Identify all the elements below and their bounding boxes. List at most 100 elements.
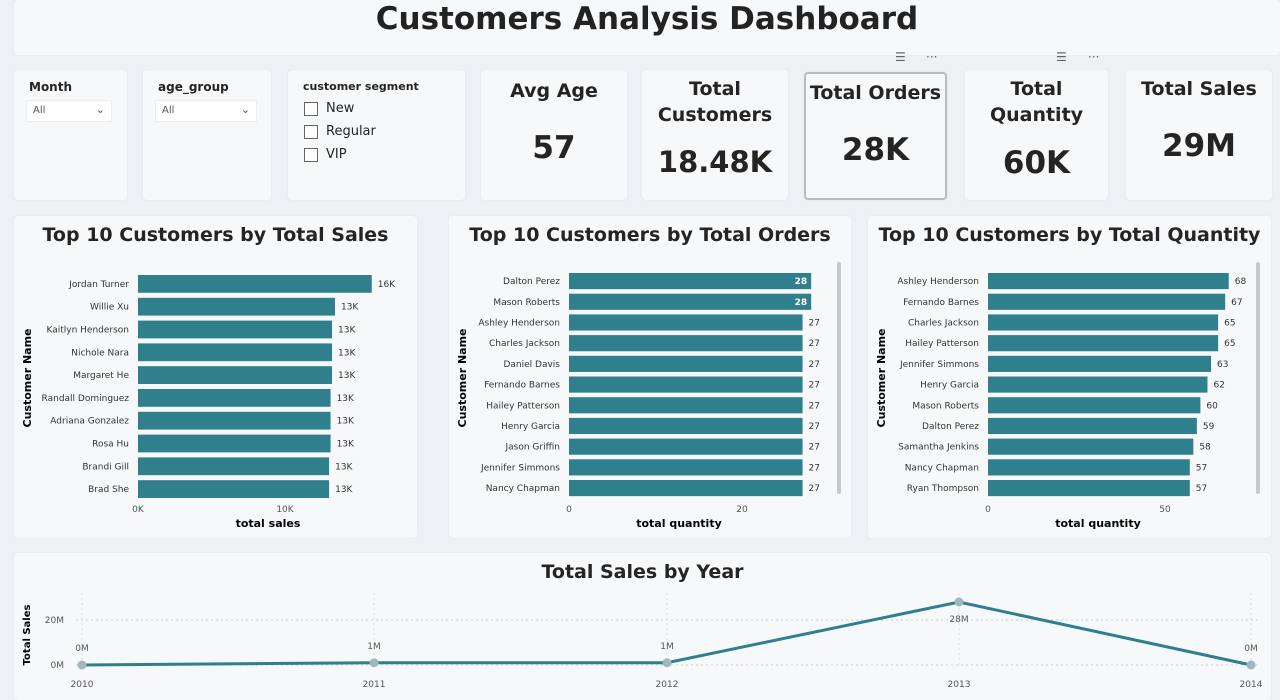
month-value: All bbox=[33, 105, 46, 116]
bar bbox=[138, 343, 333, 362]
data-label: 27 bbox=[809, 463, 820, 473]
category-label: Jordan Turner bbox=[68, 280, 129, 290]
kpi-total-quantity: Total Quantity 60K bbox=[965, 70, 1108, 200]
kpi-total-orders[interactable]: Total Orders 28K bbox=[804, 72, 947, 200]
scrollbar bbox=[837, 262, 841, 494]
category-label: Brad She bbox=[88, 485, 129, 495]
category-label: Kaitlyn Henderson bbox=[46, 325, 129, 335]
data-label: 13K bbox=[338, 371, 356, 381]
kpi-label: Total Quantity bbox=[989, 78, 1084, 126]
data-label: 27 bbox=[809, 381, 820, 391]
checkbox[interactable] bbox=[304, 147, 318, 162]
x-tick-label: 0K bbox=[132, 505, 145, 515]
kpi-avg-age: Avg Age 57 bbox=[481, 70, 627, 200]
bar bbox=[138, 366, 333, 384]
data-label: 60 bbox=[1206, 401, 1218, 411]
category-label: Adriana Gonzalez bbox=[50, 417, 129, 427]
segment-option-regular[interactable]: Regular bbox=[304, 124, 465, 139]
data-label: 68 bbox=[1235, 277, 1247, 287]
y-tick-label: 20M bbox=[45, 616, 64, 626]
data-label: 28M bbox=[949, 615, 968, 625]
data-label: 13K bbox=[335, 462, 353, 472]
x-tick-label: 2014 bbox=[1240, 680, 1263, 690]
data-label: 28 bbox=[795, 298, 808, 308]
bar bbox=[569, 273, 812, 290]
bar bbox=[138, 457, 330, 476]
x-axis-title: total quantity bbox=[1055, 517, 1141, 530]
kpi-value: 18.48K bbox=[657, 145, 773, 179]
bar bbox=[569, 293, 812, 310]
filter-icon[interactable]: ☰ bbox=[1056, 50, 1067, 64]
age-group-slicer: age_group All ⌄ bbox=[143, 70, 271, 200]
age-group-dropdown[interactable]: All ⌄ bbox=[155, 100, 257, 122]
data-label: 13K bbox=[337, 439, 355, 449]
bar bbox=[569, 335, 803, 352]
data-label: 62 bbox=[1213, 381, 1224, 391]
bar bbox=[569, 314, 803, 331]
x-tick-label: 2010 bbox=[71, 680, 94, 690]
more-options-icon[interactable]: ··· bbox=[926, 50, 938, 64]
data-label: 27 bbox=[809, 401, 820, 411]
x-tick-label: 10K bbox=[276, 505, 294, 515]
category-label: Dalton Perez bbox=[922, 422, 979, 432]
data-label: 27 bbox=[809, 318, 820, 328]
bar-chart: Customer Name Ashley Henderson 68 Fernando … bbox=[875, 262, 1260, 530]
data-label: 27 bbox=[809, 422, 820, 432]
kpi-label: Total Orders bbox=[809, 82, 942, 104]
data-label: 1M bbox=[660, 642, 674, 652]
checkbox[interactable] bbox=[304, 124, 318, 139]
bar bbox=[988, 335, 1219, 352]
chart-title: Top 10 Customers by Total Quantity bbox=[878, 224, 1261, 246]
bar bbox=[988, 397, 1201, 414]
x-axis-title: total quantity bbox=[636, 517, 722, 530]
x-tick-label: 0 bbox=[985, 505, 991, 515]
y-tick-label: 0M bbox=[51, 661, 65, 671]
data-label: 28 bbox=[795, 277, 808, 287]
category-label: Brandi Gill bbox=[82, 462, 129, 472]
category-label: Nichole Nara bbox=[71, 348, 129, 358]
segment-option-new[interactable]: New bbox=[304, 101, 465, 116]
data-label: 13K bbox=[335, 485, 353, 495]
month-slicer-label: Month bbox=[29, 80, 73, 94]
chart-title: Top 10 Customers by Total Sales bbox=[42, 224, 389, 246]
category-label: Fernando Barnes bbox=[903, 298, 979, 308]
data-label: 1M bbox=[367, 642, 381, 652]
y-axis-title: Customer Name bbox=[875, 329, 888, 428]
category-label: Mason Roberts bbox=[493, 298, 560, 308]
data-label: 13K bbox=[338, 348, 356, 358]
bar bbox=[988, 293, 1226, 310]
bar bbox=[988, 438, 1194, 455]
category-label: Ashley Henderson bbox=[478, 318, 560, 328]
bar bbox=[988, 480, 1190, 497]
filter-icon[interactable]: ☰ bbox=[895, 50, 906, 64]
category-label: Henry Garcia bbox=[920, 381, 979, 391]
bar-chart: Customer Name Dalton Perez 28 Mason Roberts… bbox=[456, 262, 841, 530]
segment-option-vip[interactable]: VIP bbox=[304, 147, 465, 162]
x-tick-label: 0 bbox=[566, 505, 572, 515]
data-label: 57 bbox=[1196, 463, 1207, 473]
kpi-label: Total Sales bbox=[1141, 78, 1257, 100]
checkbox[interactable] bbox=[304, 101, 318, 116]
x-tick-label: 2012 bbox=[656, 680, 679, 690]
option-label: Regular bbox=[326, 124, 376, 139]
bar bbox=[138, 320, 333, 339]
category-label: Rosa Hu bbox=[92, 439, 129, 449]
chart-top-orders: Top 10 Customers by Total Orders Custome… bbox=[449, 216, 851, 538]
month-dropdown[interactable]: All ⌄ bbox=[26, 100, 112, 122]
bar bbox=[138, 411, 331, 430]
data-label: 27 bbox=[809, 443, 820, 453]
chart-top-quantity: Top 10 Customers by Total Quantity Custo… bbox=[868, 216, 1271, 538]
bar bbox=[569, 438, 803, 455]
data-label: 0M bbox=[1244, 644, 1258, 654]
bar bbox=[569, 397, 803, 414]
chevron-down-icon: ⌄ bbox=[95, 103, 105, 116]
data-label: 59 bbox=[1203, 422, 1215, 432]
category-label: Nancy Chapman bbox=[905, 463, 979, 473]
data-point bbox=[369, 658, 379, 668]
kpi-value: 28K bbox=[841, 132, 910, 168]
more-options-icon[interactable]: ··· bbox=[1088, 50, 1100, 64]
category-label: Hailey Patterson bbox=[486, 401, 560, 411]
bar bbox=[138, 389, 331, 407]
bar bbox=[138, 434, 331, 453]
bar bbox=[138, 297, 335, 316]
